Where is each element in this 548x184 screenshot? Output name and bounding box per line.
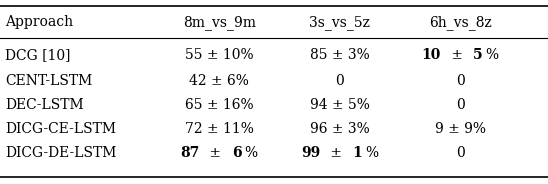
Text: DICG-DE-LSTM: DICG-DE-LSTM <box>5 146 117 160</box>
Text: ±: ± <box>206 146 226 160</box>
Text: 6h_vs_8z: 6h_vs_8z <box>429 15 492 29</box>
Text: Approach: Approach <box>5 15 73 29</box>
Text: DEC-LSTM: DEC-LSTM <box>5 98 84 112</box>
Text: DCG [10]: DCG [10] <box>5 48 71 62</box>
Text: 0: 0 <box>456 146 465 160</box>
Text: 0: 0 <box>335 74 344 88</box>
Text: 55 ± 10%: 55 ± 10% <box>185 48 254 62</box>
Text: 99: 99 <box>301 146 321 160</box>
Text: 65 ± 16%: 65 ± 16% <box>185 98 254 112</box>
Text: 1: 1 <box>352 146 362 160</box>
Text: 0: 0 <box>456 98 465 112</box>
Text: 8m_vs_9m: 8m_vs_9m <box>182 15 256 29</box>
Text: 96 ± 3%: 96 ± 3% <box>310 122 370 136</box>
Text: 5: 5 <box>473 48 483 62</box>
Text: 42 ± 6%: 42 ± 6% <box>189 74 249 88</box>
Text: CENT-LSTM: CENT-LSTM <box>5 74 93 88</box>
Text: 9 ± 9%: 9 ± 9% <box>435 122 486 136</box>
Text: ±: ± <box>447 48 467 62</box>
Text: 85 ± 3%: 85 ± 3% <box>310 48 370 62</box>
Text: 94 ± 5%: 94 ± 5% <box>310 98 370 112</box>
Text: %: % <box>244 146 257 160</box>
Text: %: % <box>365 146 378 160</box>
Text: 6: 6 <box>232 146 241 160</box>
Text: DICG-CE-LSTM: DICG-CE-LSTM <box>5 122 117 136</box>
Text: 0: 0 <box>456 74 465 88</box>
Text: ±: ± <box>326 146 346 160</box>
Text: 72 ± 11%: 72 ± 11% <box>185 122 254 136</box>
Text: %: % <box>486 48 499 62</box>
Text: 87: 87 <box>181 146 200 160</box>
Text: 10: 10 <box>422 48 441 62</box>
Text: 3s_vs_5z: 3s_vs_5z <box>309 15 370 29</box>
